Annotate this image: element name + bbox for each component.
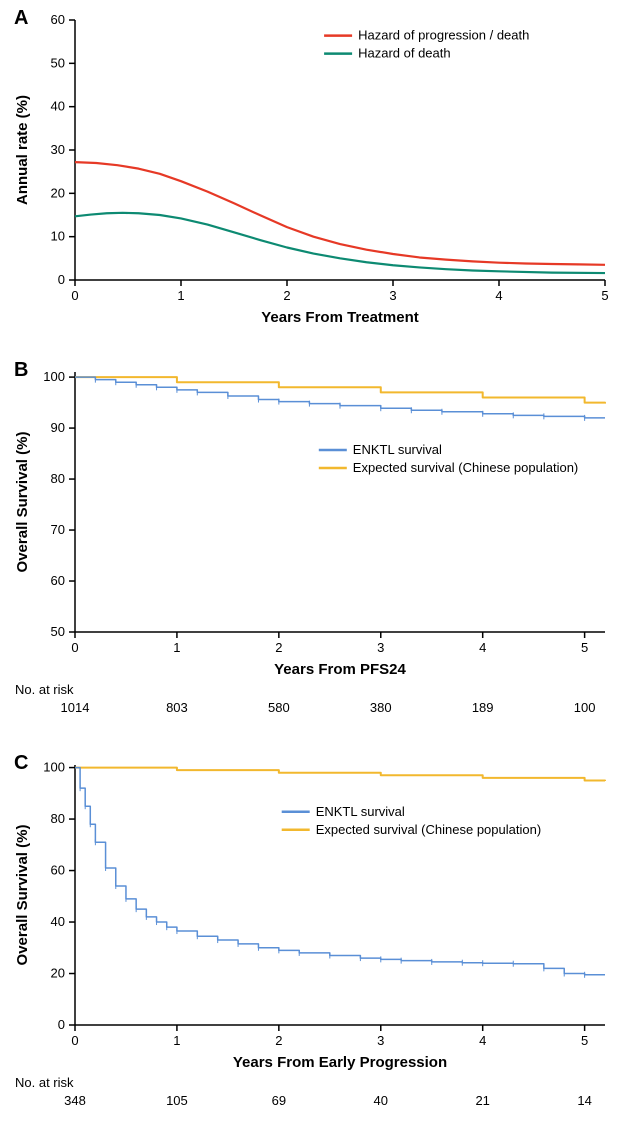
svg-text:100: 100 bbox=[43, 760, 65, 775]
svg-text:5: 5 bbox=[581, 640, 588, 655]
figure-container: A0102030405060012345Annual rate (%)Years… bbox=[0, 0, 630, 1123]
svg-text:50: 50 bbox=[51, 624, 65, 639]
legend-item-C-1: Expected survival (Chinese population) bbox=[316, 822, 541, 837]
risk-value-C-3: 40 bbox=[374, 1093, 388, 1108]
svg-text:2: 2 bbox=[275, 1033, 282, 1048]
svg-text:40: 40 bbox=[51, 99, 65, 114]
risk-value-C-5: 14 bbox=[577, 1093, 591, 1108]
svg-text:0: 0 bbox=[58, 272, 65, 287]
svg-text:60: 60 bbox=[51, 863, 65, 878]
chart-B: 50 60 70 80 90 100 0 1 2 3 4 5 Overall Survival (%) Y… bbox=[0, 357, 630, 732]
svg-text:4: 4 bbox=[495, 288, 502, 303]
x-axis-title-A: Years From Treatment bbox=[261, 309, 419, 326]
svg-text:3: 3 bbox=[389, 288, 396, 303]
risk-value-B-2: 580 bbox=[268, 700, 290, 715]
risk-value-C-0: 348 bbox=[64, 1093, 86, 1108]
risk-value-B-5: 100 bbox=[574, 700, 596, 715]
svg-text:3: 3 bbox=[377, 640, 384, 655]
legend-item-A-0: Hazard of progression / death bbox=[358, 28, 529, 43]
svg-text:3: 3 bbox=[377, 1033, 384, 1048]
svg-text:2: 2 bbox=[275, 640, 282, 655]
svg-text:60: 60 bbox=[51, 573, 65, 588]
x-axis-title-B: Years From PFS24 bbox=[274, 661, 406, 678]
svg-text:20: 20 bbox=[51, 966, 65, 981]
svg-text:30: 30 bbox=[51, 142, 65, 157]
svg-text:1: 1 bbox=[177, 288, 184, 303]
svg-text:0: 0 bbox=[71, 640, 78, 655]
svg-text:2: 2 bbox=[283, 288, 290, 303]
svg-text:100: 100 bbox=[43, 369, 65, 384]
svg-text:4: 4 bbox=[479, 1033, 486, 1048]
risk-value-B-1: 803 bbox=[166, 700, 188, 715]
panel-label-A: A bbox=[14, 7, 28, 30]
legend-item-C-0: ENKTL survival bbox=[316, 804, 405, 819]
svg-text:5: 5 bbox=[581, 1033, 588, 1048]
svg-text:0: 0 bbox=[71, 288, 78, 303]
legend-item-B-1: Expected survival (Chinese population) bbox=[353, 460, 578, 475]
risk-value-B-0: 1014 bbox=[61, 700, 90, 715]
panel-A: A 0 10 20 30 40 50 60 0 1 2 3 4 5 Annual rate (%) Years… bbox=[0, 5, 630, 335]
panel-B: B 50 60 70 80 90 100 0 1 2 3 4 5 Overall Survival (%)… bbox=[0, 357, 630, 732]
legend-item-A-1: Hazard of death bbox=[358, 46, 451, 61]
panel-label-B: B bbox=[14, 359, 28, 382]
svg-text:40: 40 bbox=[51, 914, 65, 929]
risk-value-C-2: 69 bbox=[272, 1093, 286, 1108]
svg-text:10: 10 bbox=[51, 229, 65, 244]
x-axis-title-C: Years From Early Progression bbox=[233, 1054, 447, 1071]
y-axis-title-A: Annual rate (%) bbox=[14, 95, 31, 205]
svg-text:4: 4 bbox=[479, 640, 486, 655]
svg-text:5: 5 bbox=[601, 288, 608, 303]
risk-value-B-3: 380 bbox=[370, 700, 392, 715]
legend-item-B-0: ENKTL survival bbox=[353, 442, 442, 457]
y-axis-title-C: Overall Survival (%) bbox=[14, 825, 31, 966]
risk-label-C: No. at risk bbox=[15, 1075, 74, 1090]
svg-text:0: 0 bbox=[71, 1033, 78, 1048]
risk-value-B-4: 189 bbox=[472, 700, 494, 715]
svg-text:20: 20 bbox=[51, 185, 65, 200]
svg-text:60: 60 bbox=[51, 12, 65, 27]
risk-label-B: No. at risk bbox=[15, 682, 74, 697]
svg-text:80: 80 bbox=[51, 471, 65, 486]
y-axis-title-B: Overall Survival (%) bbox=[14, 432, 31, 573]
svg-text:1: 1 bbox=[173, 1033, 180, 1048]
svg-text:50: 50 bbox=[51, 55, 65, 70]
risk-value-C-4: 21 bbox=[475, 1093, 489, 1108]
svg-text:90: 90 bbox=[51, 420, 65, 435]
panel-C: C 0 20 40 60 80 100 0 1 2 3 4 5 Overall Survival (%) Y… bbox=[0, 750, 630, 1125]
svg-text:0: 0 bbox=[58, 1017, 65, 1032]
panel-label-C: C bbox=[14, 752, 28, 775]
chart-A: 0 10 20 30 40 50 60 0 1 2 3 4 5 Annual rate (%) Years … bbox=[0, 5, 630, 335]
svg-text:80: 80 bbox=[51, 811, 65, 826]
svg-text:70: 70 bbox=[51, 522, 65, 537]
svg-text:1: 1 bbox=[173, 640, 180, 655]
chart-C: 0 20 40 60 80 100 0 1 2 3 4 5 Overall Survival (%) Ye… bbox=[0, 750, 630, 1125]
risk-value-C-1: 105 bbox=[166, 1093, 188, 1108]
